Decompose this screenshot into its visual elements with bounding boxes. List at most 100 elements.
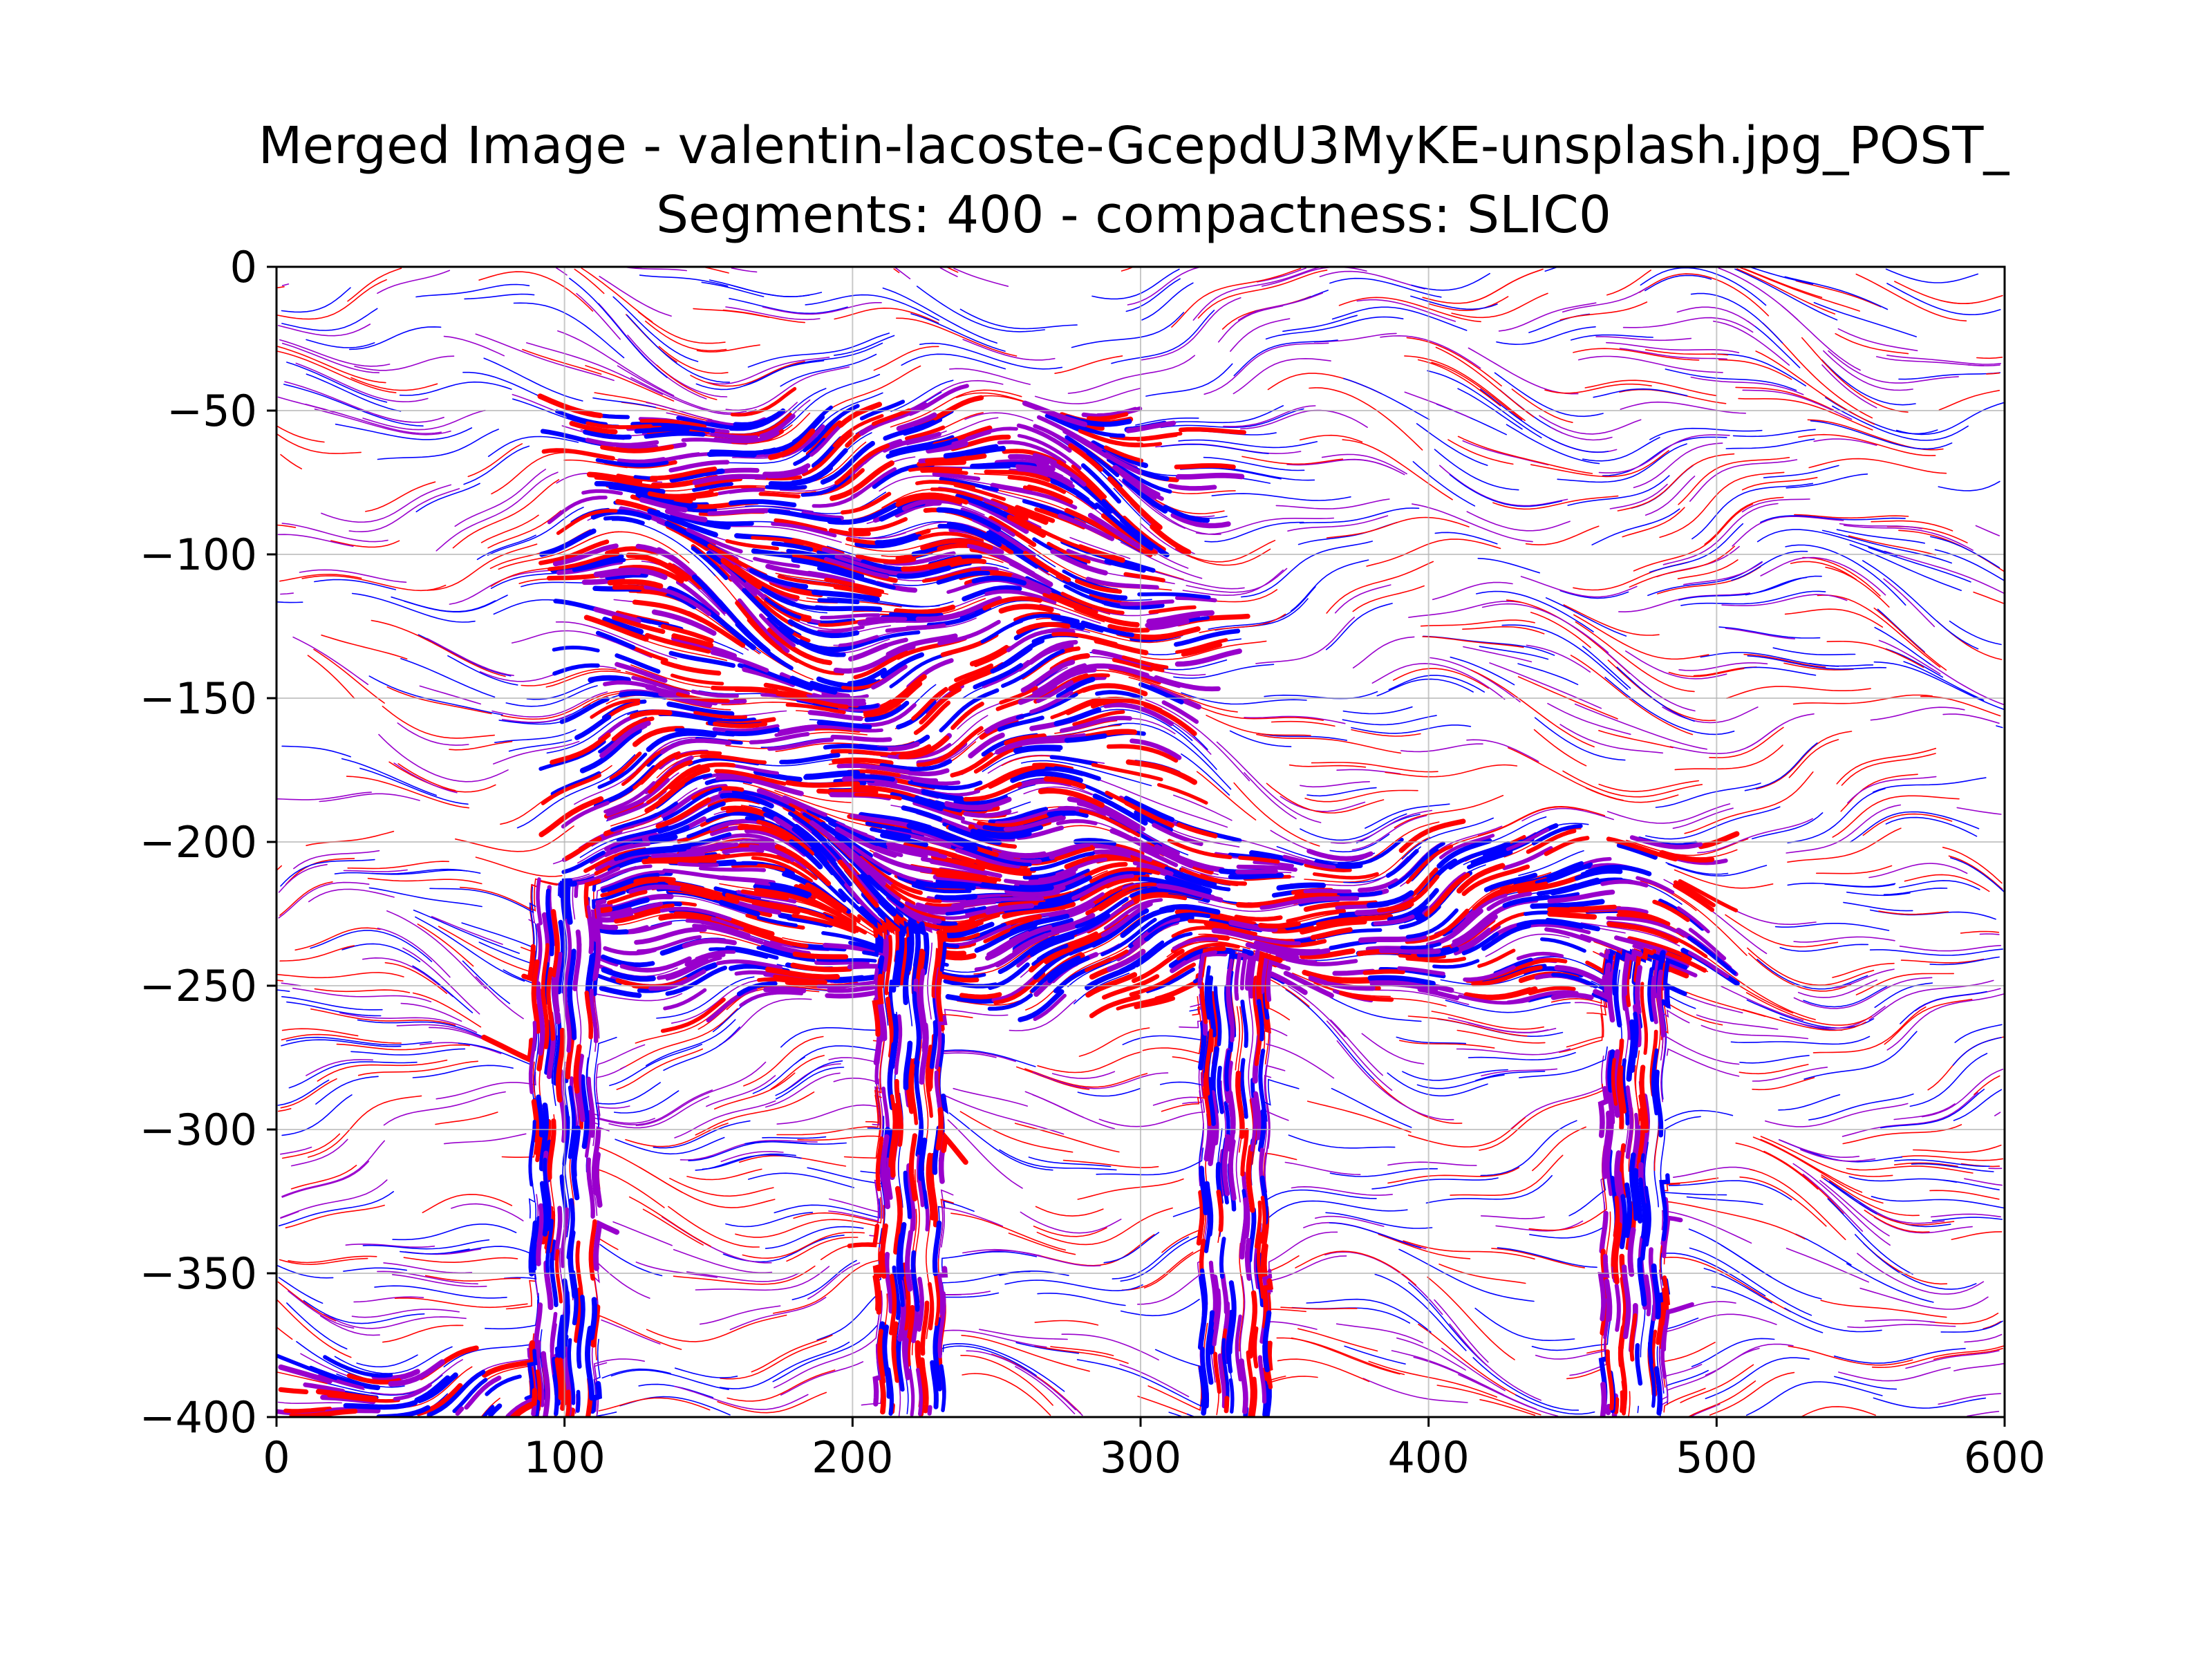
streamline [586, 1157, 595, 1219]
streamline [593, 1219, 620, 1271]
streamline [634, 427, 690, 434]
streamline [821, 931, 881, 950]
streamline [1255, 617, 1355, 664]
streamline [743, 342, 883, 386]
streamline [1020, 659, 1076, 693]
streamline [988, 765, 1046, 789]
streamline [911, 828, 964, 849]
streamline [932, 1317, 942, 1391]
streamline [603, 516, 645, 525]
streamline [1173, 664, 1275, 679]
streamline [1089, 776, 1228, 828]
streamline [1638, 1177, 1647, 1239]
streamline [712, 724, 780, 733]
streamline [539, 1181, 549, 1237]
streamline [1620, 401, 1746, 414]
streamline [938, 1206, 1004, 1259]
streamline [709, 279, 810, 298]
streamline [1113, 465, 1161, 497]
streamline [701, 281, 765, 297]
streamline [1408, 1282, 1488, 1366]
streamline [1329, 1222, 1422, 1248]
streamline [1036, 1207, 1173, 1246]
streamline [1336, 1040, 1454, 1121]
streamline [1721, 594, 1848, 606]
streamline [1474, 1307, 1575, 1342]
streamline [1663, 1256, 1792, 1313]
streamline [601, 1319, 661, 1344]
streamline [1663, 1387, 1706, 1413]
streamline [1174, 596, 1217, 603]
streamline [1784, 276, 1888, 310]
streamline [1873, 661, 2005, 711]
streamline [278, 1387, 309, 1395]
streamline [1109, 431, 1183, 441]
streamline [1517, 663, 1579, 686]
streamline [1067, 355, 1196, 394]
streamline [791, 913, 856, 934]
streamline [897, 1221, 907, 1278]
streamline [663, 988, 707, 1011]
streamline [485, 1374, 522, 1396]
streamline [834, 335, 895, 356]
streamline [1122, 1033, 1205, 1045]
streamline [586, 1076, 596, 1138]
streamline [850, 813, 917, 830]
streamline [652, 854, 727, 862]
streamline [961, 845, 1032, 867]
streamline [1049, 844, 1091, 860]
streamline [1284, 1161, 1361, 1175]
streamline [959, 1111, 1074, 1153]
streamline [1664, 1201, 1806, 1239]
streamline [609, 901, 664, 918]
streamline [1174, 628, 1241, 647]
streamline [1868, 863, 1968, 879]
streamline [955, 493, 1020, 523]
streamline [576, 1294, 585, 1369]
streamline [877, 1329, 886, 1385]
streamline [1599, 1210, 1609, 1254]
streamline [890, 1103, 900, 1178]
streamline [1244, 1237, 1252, 1281]
streamline [1526, 829, 1577, 854]
streamline [1068, 443, 1103, 472]
streamline [415, 916, 525, 982]
streamline [1747, 655, 1887, 670]
streamline [668, 650, 736, 668]
streamline [377, 1271, 478, 1285]
plot-area [275, 265, 2006, 1418]
streamline [887, 845, 928, 859]
streamline [751, 856, 813, 883]
streamline [278, 1108, 292, 1112]
streamline [1874, 626, 1933, 667]
streamline [429, 886, 534, 914]
streamline [1103, 1232, 1160, 1264]
streamline [695, 1091, 815, 1136]
streamline [982, 749, 1061, 772]
streamline [1258, 1048, 1267, 1116]
streamline [1306, 1298, 1432, 1333]
streamline [891, 1321, 900, 1383]
streamline [881, 1134, 891, 1210]
streamline [1931, 1217, 2003, 1221]
streamline [1662, 957, 1688, 988]
streamline [1387, 841, 1445, 890]
streamline [1013, 487, 1078, 510]
streamline [1666, 1301, 1736, 1321]
streamline [1624, 1182, 1633, 1239]
streamline [729, 298, 848, 315]
streamline [285, 1036, 432, 1046]
streamline [1258, 921, 1301, 929]
streamline [1411, 272, 1490, 291]
streamline [1319, 270, 1425, 290]
streamline [1065, 435, 1120, 478]
streamline [1402, 1069, 1508, 1081]
streamline [1756, 959, 1868, 990]
streamline [662, 868, 736, 881]
streamline [467, 443, 523, 478]
streamline [1629, 1152, 1639, 1221]
streamline [1186, 701, 1324, 721]
streamline [885, 438, 959, 459]
streamline [594, 993, 683, 1039]
streamline [929, 859, 1002, 879]
